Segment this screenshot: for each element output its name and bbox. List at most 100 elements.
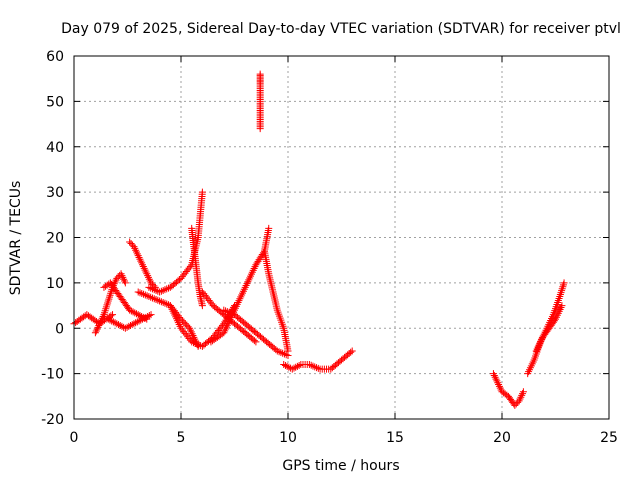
data-point-fill (127, 307, 135, 315)
y-tick-label: 60 (46, 49, 64, 65)
data-point-fill (313, 364, 321, 372)
data-point-fill (293, 362, 301, 370)
y-tick-label: 0 (55, 321, 64, 337)
data-point-fill (279, 349, 287, 357)
data-point-fill (347, 348, 355, 356)
data-point (489, 370, 497, 378)
data-point-fill (145, 275, 153, 283)
data-point-fill (140, 314, 148, 322)
x-tick-label: 20 (493, 430, 511, 446)
data-point-fill (493, 377, 501, 385)
data-point-fill (157, 298, 165, 306)
data-point-fill (295, 361, 303, 369)
y-tick-label: -20 (41, 412, 64, 428)
data-point-fill (307, 361, 315, 369)
data-point-fill (150, 286, 158, 294)
data-point-fill (157, 287, 165, 295)
data-point (156, 288, 164, 296)
data-point-fill (250, 337, 258, 345)
data-point-fill (138, 289, 146, 297)
x-tick-label: 0 (70, 430, 79, 446)
data-point-fill (144, 312, 152, 320)
data-point-fill (186, 262, 194, 270)
data-point-fill (132, 310, 140, 318)
data-point-fill (152, 296, 160, 304)
data-point (138, 261, 146, 269)
data-point (113, 274, 121, 282)
data-point (305, 361, 313, 369)
data-point-fill (133, 250, 141, 258)
data-point-fill (119, 273, 127, 281)
data-point-fill (126, 322, 134, 330)
data-point (188, 338, 196, 346)
data-point-fill (314, 364, 322, 372)
data-point-fill (223, 308, 231, 316)
data-point-fill (492, 375, 500, 383)
data-point-fill (495, 381, 503, 389)
data-point-fill (144, 272, 152, 280)
data-point-fill (135, 317, 143, 325)
data-point-fill (163, 300, 171, 308)
data-point (515, 397, 523, 405)
data-point-fill (128, 321, 136, 329)
x-tick-label: 10 (279, 430, 297, 446)
data-point-fill (152, 286, 160, 294)
data-point-fill (111, 278, 119, 286)
grid (74, 56, 609, 419)
data-point-fill (519, 390, 527, 398)
ticks: 0 5 10 15 20 25 -20 -10 0 10 20 30 40 50 60 (41, 49, 618, 446)
data-point-fill (150, 295, 158, 303)
data-point-fill (132, 319, 140, 327)
data-point-fill (145, 312, 153, 320)
data-point-fill (108, 317, 116, 325)
data-point-fill (142, 313, 150, 321)
data-point-fill (282, 351, 290, 359)
data-point (121, 279, 129, 287)
data-point (288, 365, 296, 373)
data-point-fill (140, 264, 148, 272)
data-point-fill (118, 322, 126, 330)
data-point-fill (116, 322, 124, 330)
data-point-fill (132, 246, 140, 254)
data-point (126, 306, 134, 314)
data-point-fill (127, 240, 135, 248)
plot-frame (73, 55, 610, 420)
data-point-fill (148, 285, 156, 293)
series-arc-r (532, 302, 566, 355)
series-arc-l (256, 70, 264, 133)
y-tick-label: 40 (46, 140, 64, 156)
data-point-fill (491, 373, 499, 381)
data-point-fill (188, 330, 196, 338)
data-point-fill (309, 362, 317, 370)
data-point-fill (97, 316, 105, 324)
data-point-fill (148, 294, 156, 302)
data-point (143, 270, 151, 278)
data-point-fill (136, 255, 144, 263)
data-point (348, 347, 356, 355)
y-tick-label: 50 (46, 94, 64, 110)
data-point (280, 361, 288, 369)
data-point-fill (92, 327, 100, 335)
data-point-fill (139, 263, 147, 271)
data-point-fill (283, 362, 291, 370)
data-point (494, 379, 502, 387)
data-point (117, 270, 125, 278)
data-point-fill (137, 257, 145, 265)
data-point-fill (154, 296, 162, 304)
data-point (134, 288, 142, 296)
data-point-fill (147, 293, 155, 301)
data-point (198, 188, 206, 196)
data-point-fill (159, 299, 167, 307)
data-point-fill (120, 275, 128, 283)
data-point-fill (95, 322, 103, 330)
series-arc-e (126, 238, 159, 291)
x-tick-label: 25 (600, 430, 618, 446)
data-point-fill (222, 307, 230, 315)
data-point (134, 311, 142, 319)
data-point-fill (140, 290, 148, 298)
data-point (220, 306, 228, 314)
data-point-fill (227, 309, 235, 317)
data-point-fill (197, 342, 205, 350)
data-point (519, 388, 527, 396)
